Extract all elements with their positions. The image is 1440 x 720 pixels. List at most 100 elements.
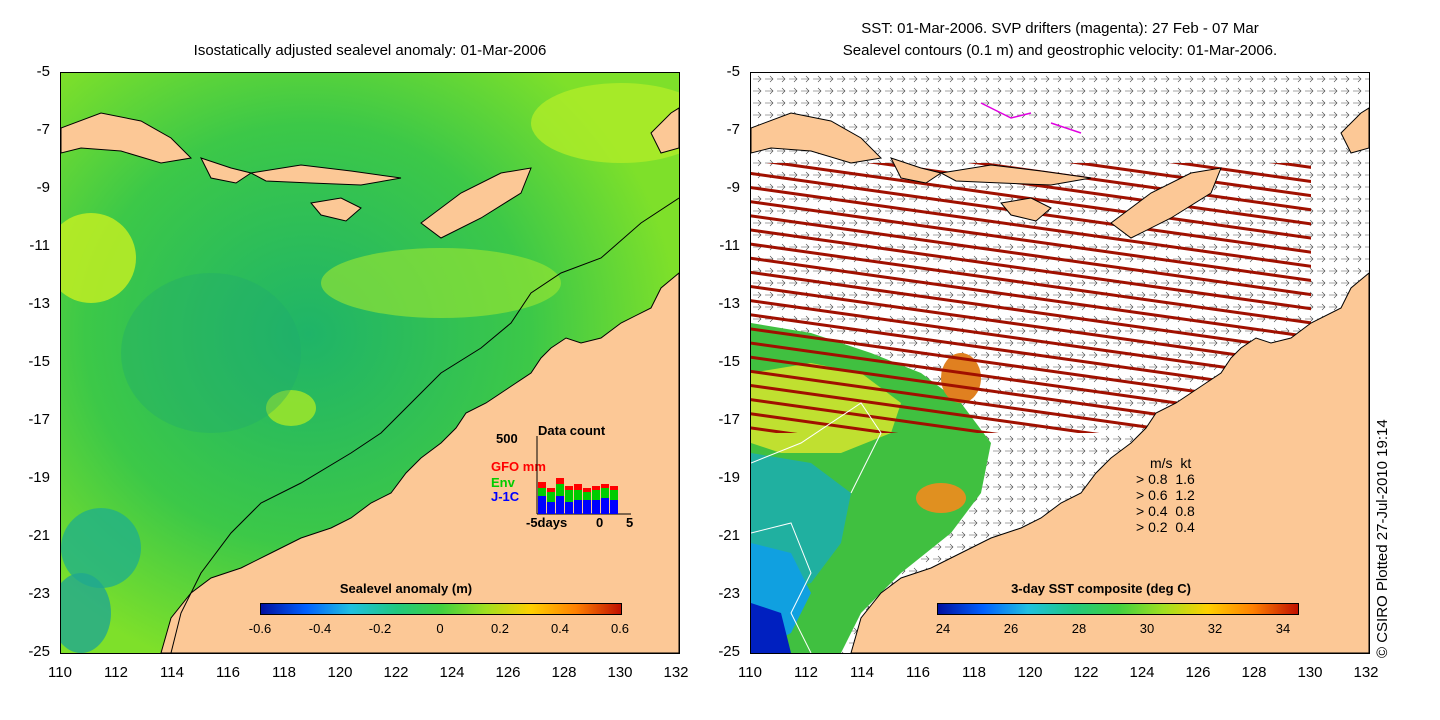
cb-label: -0.4 — [308, 621, 332, 636]
cb-label: 0.2 — [490, 621, 510, 636]
velocity-legend-header: m/s kt — [1150, 455, 1192, 471]
anomaly-patch — [61, 213, 136, 303]
x-tick: 122 — [383, 664, 409, 681]
velocity-legend-value: 0.4 0.8 — [1148, 503, 1195, 519]
drifter-track — [1050, 122, 1082, 134]
x-tick: 112 — [794, 664, 818, 681]
timor-island — [420, 167, 532, 239]
cb-label: 24 — [935, 621, 951, 636]
right-colorbar-title: 3-day SST composite (deg C) — [1011, 581, 1191, 596]
velocity-legend-value: 0.8 1.6 — [1148, 471, 1195, 487]
cb-label: 0.6 — [610, 621, 630, 636]
velocity-legend-row: > 0.8 1.6 — [1136, 471, 1195, 487]
cb-label: -0.2 — [368, 621, 392, 636]
y-tick: -11 — [29, 237, 50, 254]
anomaly-patch — [266, 390, 316, 426]
velocity-legend: m/s kt > 0.8 1.6 > 0.6 1.2 > 0.4 0.8 > 0… — [1136, 455, 1246, 535]
y-tick: -9 — [726, 179, 740, 196]
cb-label: 32 — [1207, 621, 1223, 636]
y-tick: -17 — [718, 411, 740, 428]
y-tick: -23 — [28, 585, 50, 602]
x-tick: 124 — [1129, 664, 1155, 681]
x-tick: 130 — [607, 664, 633, 681]
x-tick: 110 — [738, 664, 762, 681]
cb-label: 28 — [1071, 621, 1087, 636]
left-colorbar-title: Sealevel anomaly (m) — [339, 581, 473, 596]
sst-field-darkblue — [751, 603, 791, 653]
y-tick: -25 — [28, 643, 50, 660]
right-colorbar-labels: 24 26 28 30 32 34 — [923, 621, 1323, 639]
cb-label: 34 — [1275, 621, 1291, 636]
anomaly-patch — [321, 248, 561, 318]
tanimbar-island — [650, 107, 679, 154]
java-island — [61, 112, 193, 164]
data-count-xlabel-zero: 0 — [596, 515, 604, 530]
sumba-island — [310, 197, 362, 222]
y-tick: -21 — [28, 527, 50, 544]
y-tick: -19 — [718, 469, 740, 486]
anomaly-patch — [121, 273, 301, 433]
x-tick: 118 — [272, 664, 296, 681]
right-colorbar — [937, 603, 1299, 615]
legend-gfo: GFO mm — [491, 459, 546, 474]
data-count-title: Data count — [538, 423, 606, 438]
cb-label: 0.4 — [550, 621, 570, 636]
flores-islands — [939, 164, 1092, 186]
data-count-xlabel-start: -5days — [526, 515, 568, 530]
y-tick: -19 — [28, 469, 50, 486]
x-tick: 130 — [1297, 664, 1323, 681]
data-count-bars — [536, 436, 631, 515]
left-colorbar — [260, 603, 622, 615]
java-island — [751, 112, 883, 164]
left-colorbar-labels: -0.6 -0.4 -0.2 0 0.2 0.4 0.6 — [240, 621, 640, 639]
y-tick: -9 — [36, 179, 50, 196]
sst-svg — [751, 73, 1369, 653]
x-tick: 120 — [327, 664, 353, 681]
y-tick: -21 — [718, 527, 740, 544]
x-tick: 116 — [216, 664, 240, 681]
x-tick: 118 — [962, 664, 986, 681]
sst-warm-patch — [916, 483, 966, 513]
sumba-island — [1000, 197, 1052, 222]
sealevel-contour — [751, 522, 812, 653]
x-tick: 120 — [1017, 664, 1043, 681]
y-tick: -5 — [36, 63, 50, 80]
velocity-legend-row: > 0.6 1.2 — [1136, 487, 1195, 503]
y-tick: -15 — [718, 353, 740, 370]
x-tick: 114 — [850, 664, 874, 681]
right-panel-title-line2: Sealevel contours (0.1 m) and geostrophi… — [842, 42, 1278, 59]
x-tick: 128 — [1241, 664, 1267, 681]
cb-label: 30 — [1139, 621, 1155, 636]
y-tick: -11 — [719, 237, 740, 254]
x-tick: 126 — [1185, 664, 1211, 681]
y-tick: -7 — [36, 121, 50, 138]
cb-label: 0 — [436, 621, 444, 636]
y-tick: -23 — [718, 585, 740, 602]
bali-lombok-island — [890, 157, 943, 184]
legend-env: Env — [491, 475, 515, 490]
right-panel-title-line1: SST: 01-Mar-2006. SVP drifters (magenta)… — [861, 20, 1259, 37]
australia-landmass — [160, 272, 679, 653]
anomaly-patch — [61, 508, 141, 588]
x-tick: 116 — [906, 664, 930, 681]
sealevel-contour — [751, 402, 882, 494]
x-tick: 114 — [160, 664, 184, 681]
anomaly-patch — [531, 83, 679, 163]
data-count-inset: 500 Data count GFO mm Env J-1C -5days 0 … — [491, 421, 666, 541]
y-tick: -13 — [28, 295, 50, 312]
y-tick: -17 — [28, 411, 50, 428]
copyright-label: © CSIRO Plotted 27-Jul-2010 19:14 — [1374, 419, 1391, 658]
bali-lombok-island — [200, 157, 253, 184]
shelf-contour — [170, 197, 679, 653]
data-count-max: 500 — [496, 431, 518, 446]
data-count-xlabel-end: 5 — [626, 515, 634, 530]
x-tick: 132 — [1353, 664, 1379, 681]
left-panel-title: Isostatically adjusted sealevel anomaly:… — [193, 42, 547, 59]
cb-label: -0.6 — [248, 621, 272, 636]
x-tick: 112 — [104, 664, 128, 681]
y-tick: -13 — [718, 295, 740, 312]
legend-j1c: J-1C — [491, 489, 520, 504]
velocity-legend-value: 0.2 0.4 — [1148, 519, 1195, 535]
x-tick: 126 — [495, 664, 521, 681]
y-tick: -5 — [726, 63, 740, 80]
